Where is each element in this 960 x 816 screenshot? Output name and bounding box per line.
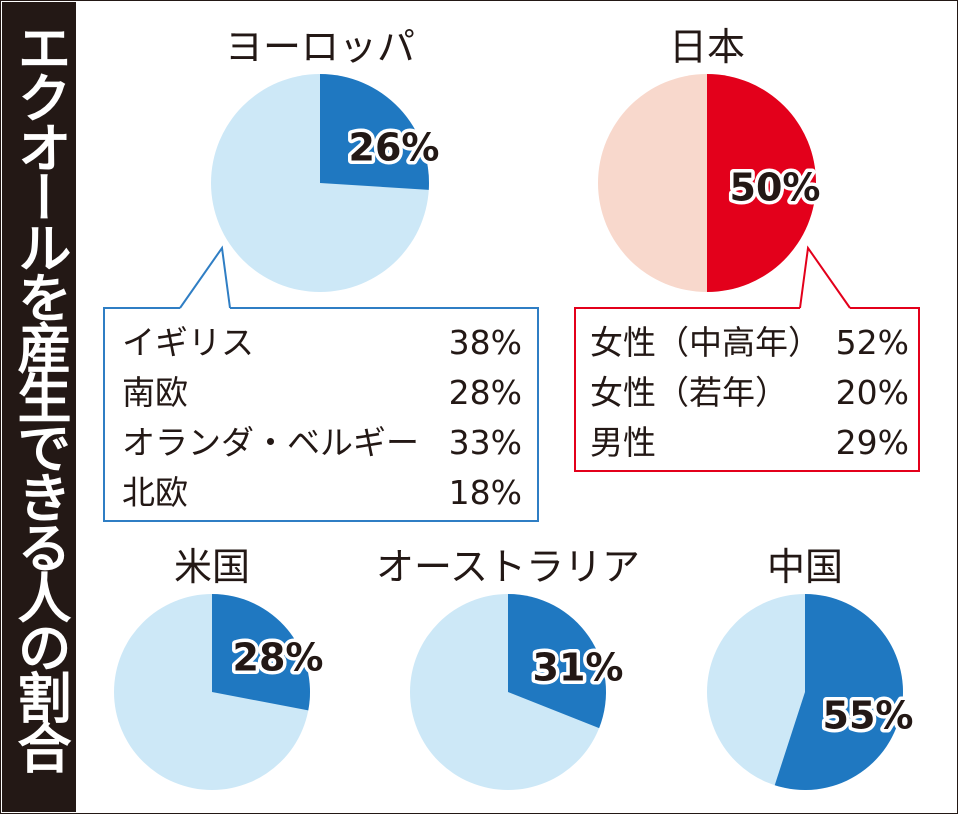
callout-box <box>103 307 539 522</box>
pie-value-label: 31% <box>533 646 624 690</box>
pie-value-slice <box>774 594 903 790</box>
callout-tail <box>799 245 851 309</box>
pie-value-slice <box>212 594 310 711</box>
breakdown-name: 女性（若年） <box>590 373 788 412</box>
pie-title: 中国 <box>767 545 843 589</box>
callout-box <box>574 307 920 472</box>
pie-title: オーストラリア <box>376 545 640 589</box>
breakdown-name: 北欧 <box>122 473 188 512</box>
breakdown-value: 33% <box>449 423 522 462</box>
pie-value-label: 28% <box>233 636 324 680</box>
breakdown-name: 男性 <box>590 423 656 462</box>
pie-title: 米国 <box>174 545 250 589</box>
side-title: エクオールを産生できる人の割合 <box>8 20 71 770</box>
breakdown-name: イギリス <box>122 323 254 362</box>
breakdown-callout-1: 女性（中高年） 52% 女性（若年） 20% 男性 29% <box>574 245 920 472</box>
breakdown-value: 28% <box>449 373 522 412</box>
breakdown-name: 女性（中高年） <box>590 323 821 362</box>
pie-title: 日本 <box>669 25 745 69</box>
breakdown-name: オランダ・ベルギー <box>122 423 419 462</box>
side-title-bar: エクオールを産生できる人の割合 <box>2 2 76 812</box>
pie-chart-3: オーストラリア 31% <box>376 545 640 790</box>
pie-value-label: 50% <box>730 166 821 210</box>
breakdown-callout-0: イギリス 38% 南欧 28% オランダ・ベルギー 33% 北欧 18% <box>103 245 539 522</box>
pie-value-slice <box>320 74 429 190</box>
breakdown-name: 南欧 <box>122 373 188 412</box>
breakdown-value: 29% <box>836 423 909 462</box>
breakdown-value: 18% <box>449 473 522 512</box>
pie-value-slice <box>707 74 816 292</box>
breakdown-value: 20% <box>836 373 909 412</box>
pie-chart-1: 日本 50% <box>598 25 824 292</box>
pie-value-slice <box>508 594 606 729</box>
pie-value-label: 26% <box>349 126 440 170</box>
pie-chart-0: ヨーロッパ 26% <box>211 25 443 292</box>
pie-chart-2: 米国 28% <box>114 545 327 790</box>
callout-tail <box>179 245 231 309</box>
pie-value-label: 55% <box>823 694 914 738</box>
breakdown-value: 52% <box>836 323 909 362</box>
pie-title: ヨーロッパ <box>225 25 415 69</box>
pie-chart-4: 中国 55% <box>707 545 917 790</box>
breakdown-value: 38% <box>449 323 522 362</box>
